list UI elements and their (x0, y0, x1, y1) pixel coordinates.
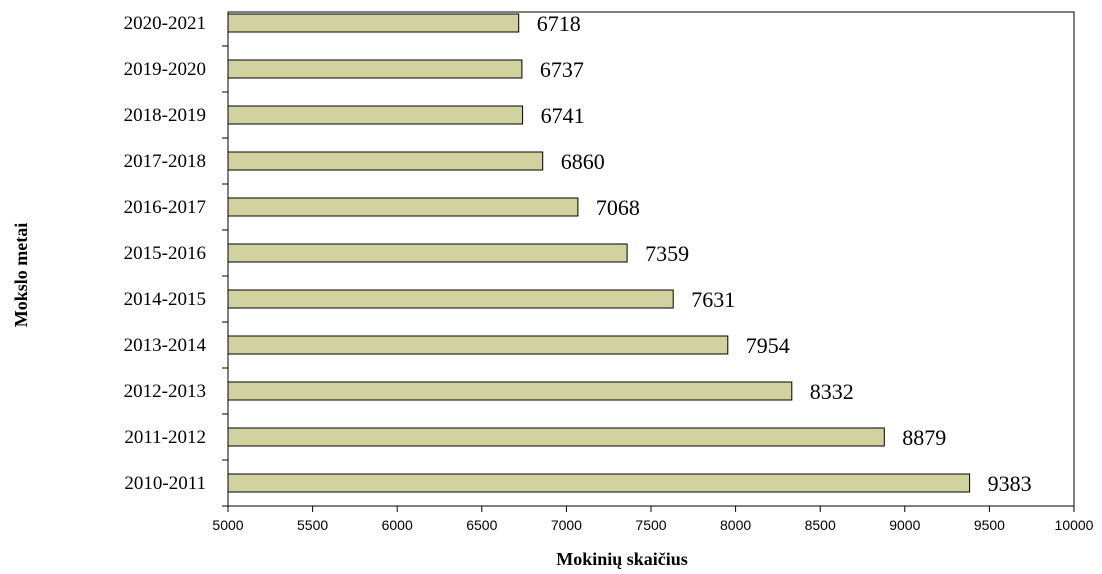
category-label: 2020-2021 (124, 13, 206, 34)
category-label: 2019-2020 (124, 59, 206, 80)
bar-2013-2014 (227, 335, 729, 355)
value-label: 7631 (691, 287, 735, 312)
x-tick-label: 5500 (297, 517, 328, 533)
bars (227, 13, 971, 493)
x-tick-label: 5000 (212, 517, 243, 533)
bar-2020-2021 (227, 13, 520, 33)
x-tick-label: 8500 (805, 517, 836, 533)
category-label: 2012-2013 (124, 381, 206, 402)
bar-2012-2013 (227, 381, 793, 401)
value-label: 7954 (746, 333, 790, 358)
x-tick-label: 6500 (466, 517, 497, 533)
bar-2018-2019 (227, 105, 524, 125)
category-label: 2017-2018 (124, 151, 206, 172)
category-label: 2016-2017 (124, 197, 206, 218)
x-tick-label: 8000 (720, 517, 751, 533)
x-tick-label: 10000 (1055, 517, 1094, 533)
value-label: 9383 (988, 471, 1032, 496)
bar-2019-2020 (227, 59, 523, 79)
value-label: 8332 (810, 379, 854, 404)
value-label: 8879 (902, 425, 946, 450)
category-label: 2011-2012 (124, 427, 206, 448)
bar-2010-2011 (227, 473, 971, 493)
category-label: 2013-2014 (124, 335, 207, 356)
x-axis-title: Mokinių skaičius (556, 549, 688, 569)
category-labels: 2010-2011 2011-2012 2012-2013 2013-2014 2014… (124, 13, 207, 494)
value-label: 7359 (645, 241, 689, 266)
x-tick-label: 7000 (551, 517, 582, 533)
value-label: 6860 (561, 149, 605, 174)
bar-2011-2012 (227, 427, 885, 447)
bar-2017-2018 (227, 151, 544, 171)
category-label: 2015-2016 (124, 243, 206, 264)
bar-2016-2017 (227, 197, 579, 217)
value-label: 6741 (541, 103, 585, 128)
x-tick-label: 9500 (974, 517, 1005, 533)
x-tick-label: 7500 (635, 517, 666, 533)
bar-2014-2015 (227, 289, 674, 309)
value-label: 7068 (596, 195, 640, 220)
x-axis-ticks: 5000 5500 6000 6500 7000 7500 8000 8500 9000 9500… (212, 45, 1094, 533)
value-label: 6737 (540, 57, 584, 82)
x-tick-label: 9000 (889, 517, 920, 533)
x-tick-label: 6000 (382, 517, 413, 533)
bar-2015-2016 (227, 243, 628, 263)
category-label: 2018-2019 (124, 105, 206, 126)
y-axis-title: Mokslo metai (11, 223, 31, 327)
category-label: 2010-2011 (124, 473, 206, 494)
value-label: 6718 (537, 11, 581, 36)
category-label: 2014-2015 (124, 289, 206, 310)
